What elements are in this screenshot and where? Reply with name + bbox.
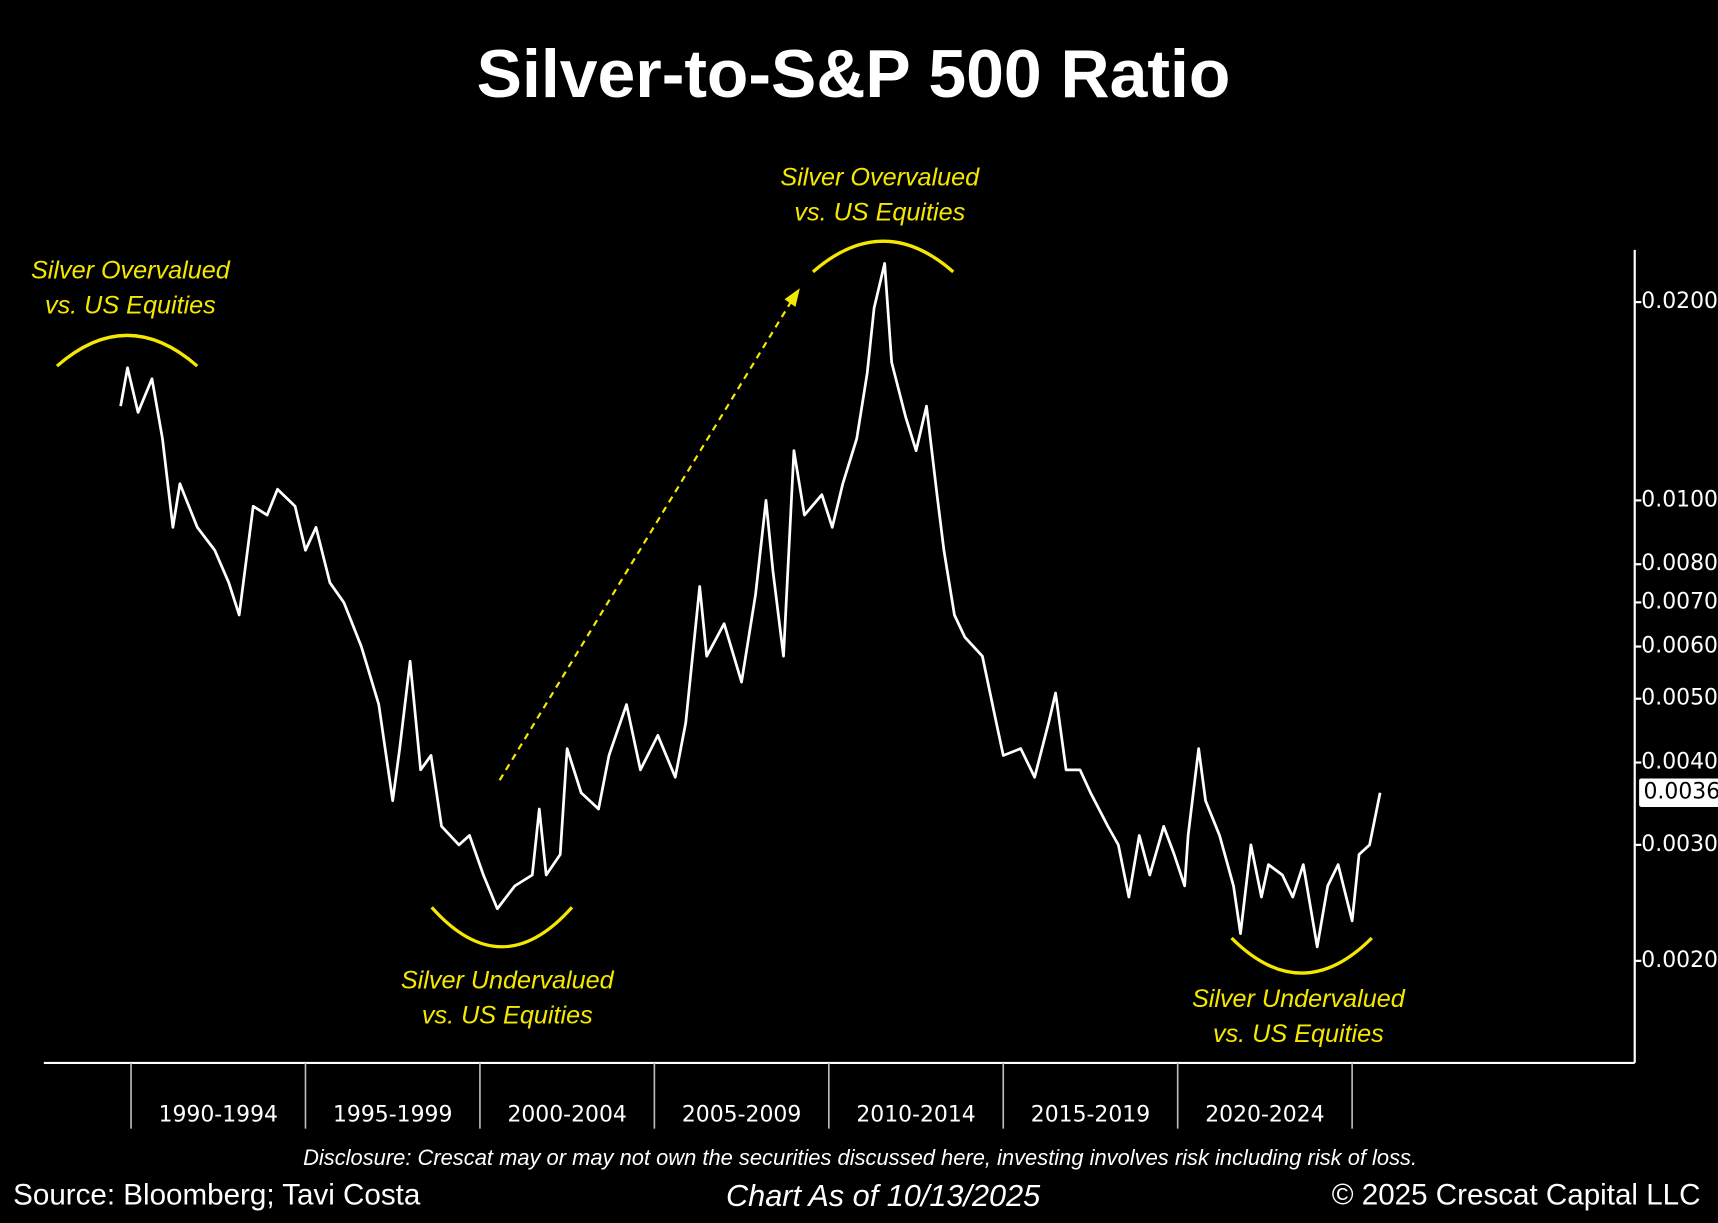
y-tick-label: 0.0020 [1641,948,1718,973]
highlight-arc [811,239,955,274]
annotation: Silver Undervalued [1192,985,1406,1013]
annotation: vs. US Equities [45,292,216,320]
y-tick-label: 0.0040 [1641,750,1718,775]
y-tick-label: 0.0080 [1641,551,1718,576]
chart-title: Silver-to-S&P 500 Ratio [477,37,1231,112]
x-tick-label: 2000-2004 [507,1103,626,1128]
last-value-label: 0.0036 [1643,780,1718,805]
x-tick-label: 2020-2024 [1205,1103,1324,1128]
y-tick-label: 0.0100 [1641,487,1718,512]
annotation: vs. US Equities [1213,1020,1384,1048]
trend-arrow [498,297,795,781]
annotation: Silver Overvalued [31,257,231,285]
y-tick-label: 0.0030 [1641,832,1718,857]
ratio-line [119,262,1382,949]
y-tick-label: 0.0050 [1641,686,1718,711]
x-tick-label: 2010-2014 [856,1103,975,1128]
annotation: vs. US Equities [422,1002,593,1030]
as-of-date: Chart As of 10/13/2025 [726,1179,1041,1213]
arrow-head [784,288,800,307]
annotation: vs. US Equities [794,198,965,226]
highlight-arc [55,333,199,368]
x-tick-label: 2015-2019 [1031,1103,1150,1128]
annotation: Silver Undervalued [401,966,615,994]
copyright: © 2025 Crescat Capital LLC [1332,1178,1701,1211]
last-value-box [1639,778,1718,807]
annotation: Silver Overvalued [780,163,980,191]
highlight-arc [430,906,574,949]
x-tick-label: 1995-1999 [333,1103,452,1128]
x-tick-label: 1990-1994 [159,1103,278,1128]
x-tick-label: 2005-2009 [682,1103,801,1128]
y-tick-label: 0.0070 [1641,589,1718,614]
source: Source: Bloomberg; Tavi Costa [13,1178,421,1211]
highlight-arc [1230,936,1373,975]
disclosure: Disclosure: Crescat may or may not own t… [303,1145,1417,1170]
y-tick-label: 0.0060 [1641,634,1718,659]
y-tick-label: 0.0200 [1641,289,1718,314]
